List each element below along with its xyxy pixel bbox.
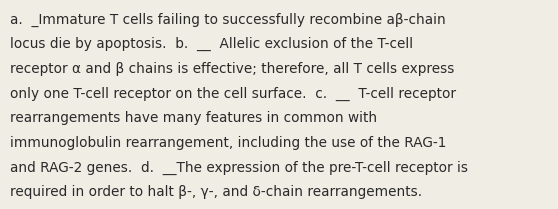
Text: rearrangements have many features in common with: rearrangements have many features in com… [10, 111, 377, 125]
Text: only one T-cell receptor on the cell surface.  c.  __  T-cell receptor: only one T-cell receptor on the cell sur… [10, 87, 456, 101]
Text: immunoglobulin rearrangement, including the use of the RAG-1: immunoglobulin rearrangement, including … [10, 136, 446, 150]
Text: receptor α and β chains is effective; therefore, all T cells express: receptor α and β chains is effective; th… [10, 62, 454, 76]
Text: a.  _Immature T cells failing to successfully recombine aβ-chain: a. _Immature T cells failing to successf… [10, 13, 446, 27]
Text: and RAG-2 genes.  d.  __The expression of the pre-T-cell receptor is: and RAG-2 genes. d. __The expression of … [10, 161, 468, 175]
Text: locus die by apoptosis.  b.  __  Allelic exclusion of the T-cell: locus die by apoptosis. b. __ Allelic ex… [10, 37, 413, 51]
Text: required in order to halt β-, γ-, and δ-chain rearrangements.: required in order to halt β-, γ-, and δ-… [10, 185, 422, 199]
